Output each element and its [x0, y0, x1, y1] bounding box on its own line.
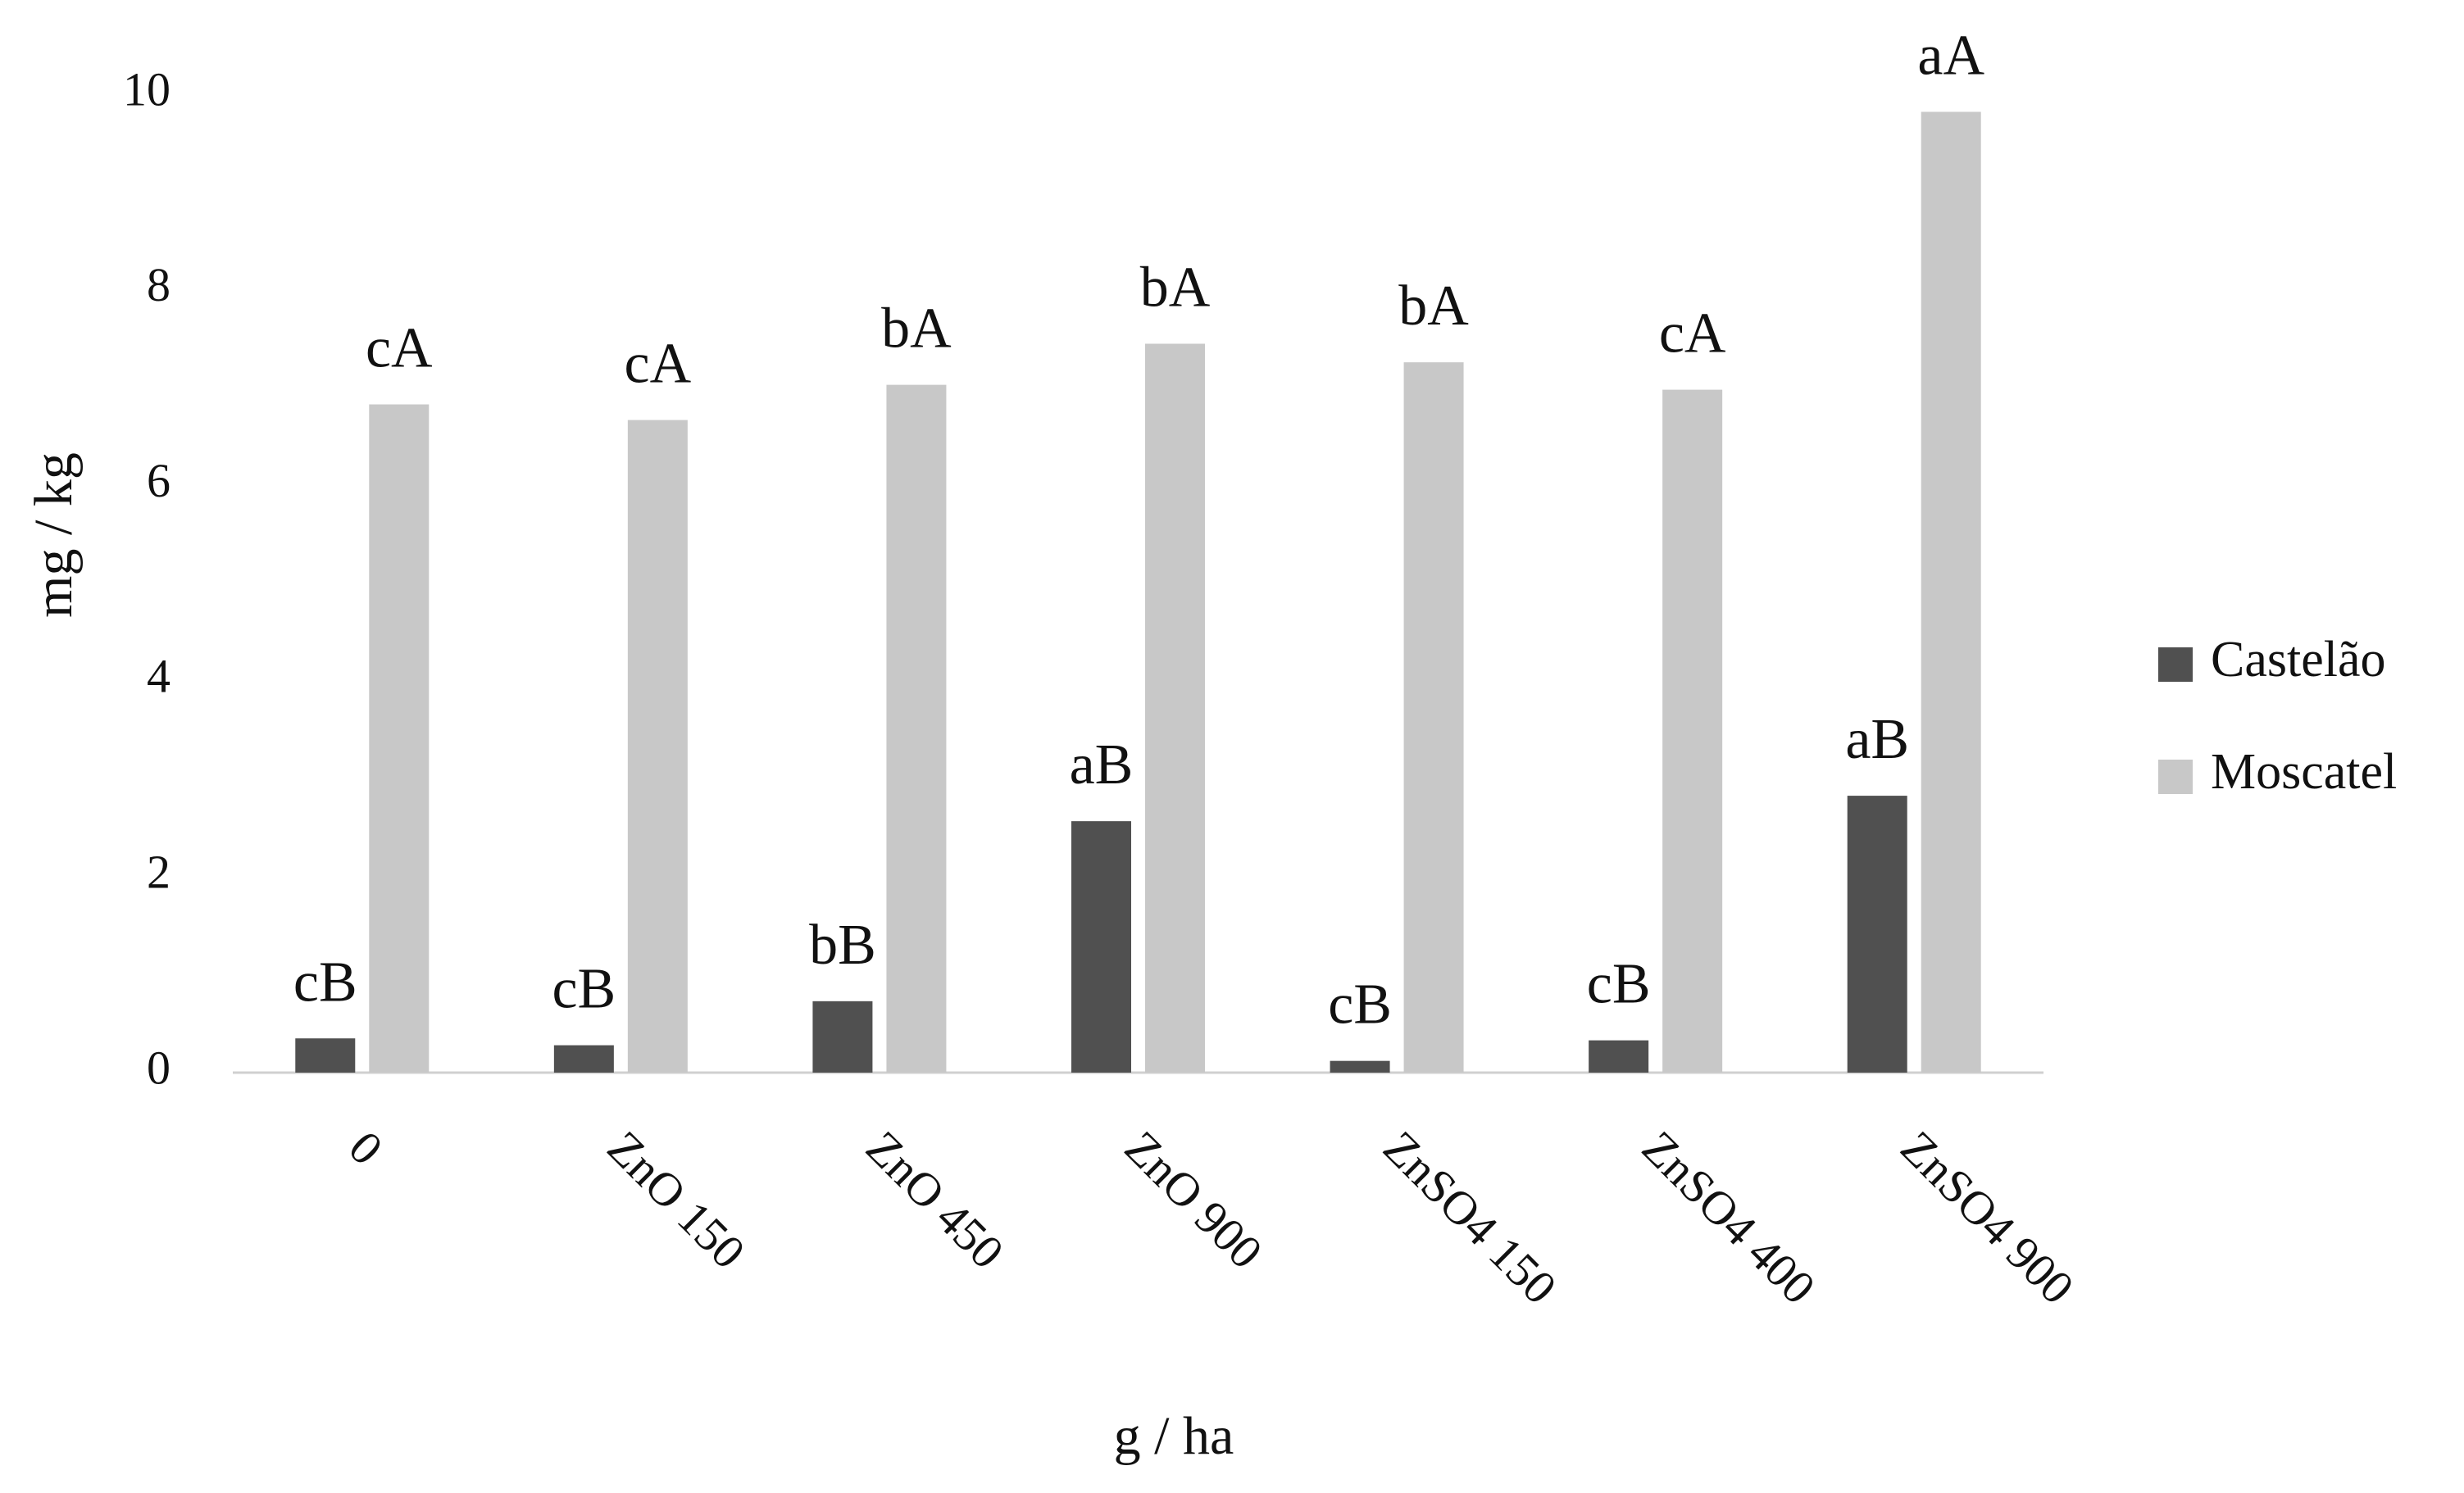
- x-tick-label: ZnO 150: [598, 1121, 756, 1279]
- bar: [886, 384, 947, 1073]
- bar-annotation: cA: [625, 333, 692, 396]
- bar: [1071, 821, 1131, 1073]
- bar-annotation: aB: [1845, 708, 1909, 771]
- bar-annotation: aB: [1070, 733, 1134, 796]
- x-tick-label: 0: [339, 1121, 393, 1175]
- x-tick-label: ZnSO4 150: [1373, 1121, 1566, 1314]
- bar: [1403, 362, 1464, 1073]
- bar-annotation: cB: [293, 951, 357, 1014]
- x-tick-label: ZnSO4 400: [1632, 1121, 1825, 1314]
- bar-annotation: bB: [809, 914, 876, 977]
- y-tick-label: 8: [147, 258, 170, 311]
- legend-label: Castelão: [2211, 632, 2386, 688]
- legend-label: Moscatel: [2211, 744, 2397, 800]
- bar: [1145, 343, 1205, 1073]
- y-tick-label: 10: [123, 62, 170, 116]
- bar-annotation: aA: [1917, 25, 1984, 88]
- x-axis-title: g / ha: [1114, 1406, 1234, 1466]
- y-tick-label: 4: [147, 650, 170, 703]
- bar-annotation: cB: [1587, 953, 1651, 1016]
- legend-swatch: [2158, 760, 2193, 794]
- y-axis-title: mg / kg: [24, 452, 84, 618]
- x-tick-label: ZnSO4 900: [1891, 1121, 2084, 1314]
- x-tick-label: ZnO 900: [1115, 1121, 1273, 1279]
- bar-annotation: cB: [552, 958, 616, 1021]
- legend-swatch: [2158, 647, 2193, 682]
- bar: [1921, 111, 1981, 1073]
- bar: [1589, 1040, 1649, 1073]
- bar: [1662, 389, 1723, 1073]
- bar: [812, 1001, 873, 1073]
- bar: [1847, 796, 1907, 1073]
- bar-annotation: cA: [366, 317, 433, 380]
- bar-annotation: cB: [1328, 973, 1392, 1037]
- y-tick-label: 2: [147, 846, 170, 899]
- bar: [295, 1038, 356, 1073]
- bar-annotation: bA: [881, 297, 952, 361]
- bar-annotation: bA: [1140, 256, 1211, 320]
- bar: [1330, 1060, 1390, 1073]
- bar: [627, 420, 688, 1073]
- bar-annotation: cA: [1659, 302, 1726, 365]
- y-tick-label: 6: [147, 454, 170, 507]
- bar: [369, 404, 430, 1073]
- bar-annotation: bA: [1398, 275, 1469, 338]
- x-tick-label: ZnO 450: [856, 1121, 1014, 1279]
- bar: [553, 1045, 614, 1073]
- y-tick-label: 0: [147, 1041, 170, 1094]
